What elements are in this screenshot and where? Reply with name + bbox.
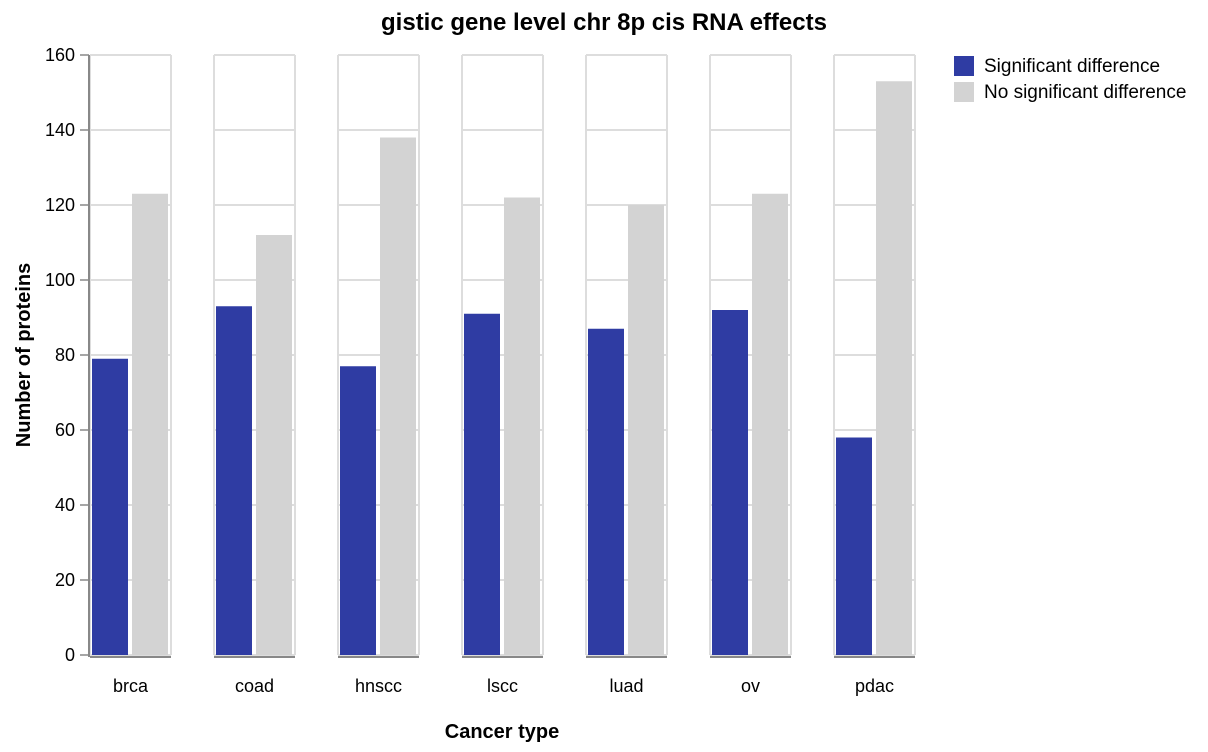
facet-coad: coad xyxy=(213,54,296,696)
bar-pdac-significant xyxy=(836,437,872,655)
legend: Significant difference No significant dif… xyxy=(954,56,1186,103)
bar-ov-significant xyxy=(712,310,748,655)
y-tick-label: 20 xyxy=(55,570,75,590)
bar-brca-significant xyxy=(92,358,128,655)
bar-hnscc-significant xyxy=(340,366,376,655)
x-axis-title: Cancer type xyxy=(445,721,560,743)
y-tick-label: 160 xyxy=(45,45,75,65)
bar-coad-significant xyxy=(216,306,252,655)
x-tick-label: ov xyxy=(741,676,760,696)
x-tick-label: coad xyxy=(235,676,274,696)
bar-hnscc-not-significant xyxy=(380,137,416,655)
legend-label: No significant difference xyxy=(984,82,1186,103)
y-tick-label: 40 xyxy=(55,495,75,515)
x-tick-label: hnscc xyxy=(355,676,402,696)
facet-pdac: pdac xyxy=(833,54,916,696)
y-tick-label: 100 xyxy=(45,270,75,290)
x-tick-label: lscc xyxy=(487,676,518,696)
bar-lscc-significant xyxy=(464,313,500,655)
facet-hnscc: hnscc xyxy=(337,54,420,696)
x-tick-label: pdac xyxy=(855,676,894,696)
legend-swatch xyxy=(954,56,974,76)
y-tick-label: 0 xyxy=(65,645,75,665)
bar-coad-not-significant xyxy=(256,235,292,655)
facet-brca: brca xyxy=(89,54,172,696)
x-tick-label: brca xyxy=(113,676,149,696)
y-tick-label: 80 xyxy=(55,345,75,365)
x-tick-label: luad xyxy=(609,676,643,696)
y-tick-label: 140 xyxy=(45,120,75,140)
bar-luad-not-significant xyxy=(628,205,664,655)
facet-lscc: lscc xyxy=(461,54,544,696)
bar-ov-not-significant xyxy=(752,193,788,655)
bar-pdac-not-significant xyxy=(876,81,912,655)
facet-ov: ov xyxy=(709,54,792,696)
y-tick-label: 120 xyxy=(45,195,75,215)
y-axis-title: Number of proteins xyxy=(13,263,35,447)
facet-luad: luad xyxy=(585,54,668,696)
y-tick-label: 60 xyxy=(55,420,75,440)
chart-title: gistic gene level chr 8p cis RNA effects xyxy=(381,9,827,36)
bar-lscc-not-significant xyxy=(504,197,540,655)
plot-area: brca coad hnscc lscc luad ov pdac xyxy=(89,54,916,696)
legend-label: Significant difference xyxy=(984,56,1160,77)
bar-luad-significant xyxy=(588,328,624,655)
bar-brca-not-significant xyxy=(132,193,168,655)
legend-swatch xyxy=(954,82,974,102)
y-axis: 0 20 40 60 80 100 120 140 160 xyxy=(45,45,90,665)
